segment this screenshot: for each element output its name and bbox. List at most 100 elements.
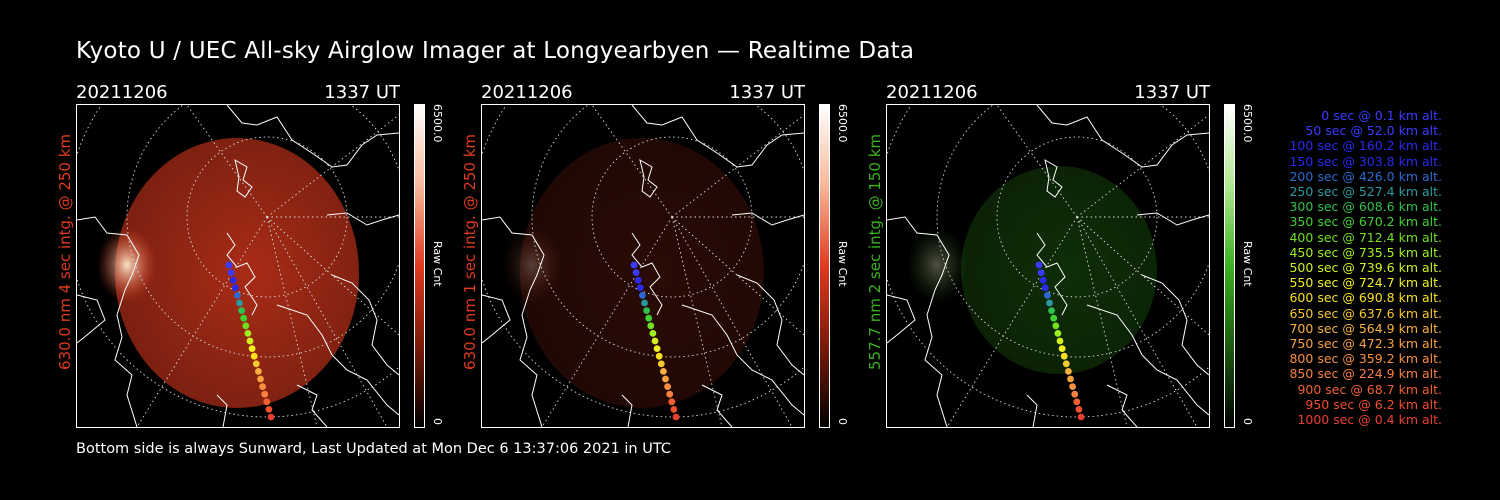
coastline [1136,212,1209,226]
sky-image [520,138,764,408]
trajectory-point [630,261,638,269]
grid-line [541,216,673,427]
legend-entry: 450 sec @ 735.5 km alt. [1289,244,1442,260]
panel-2-cbar-min: 0 [836,418,849,425]
coastline [226,232,258,316]
panel-2-date: 20211206 [481,82,573,103]
trajectory-point [1041,284,1049,292]
trajectory-point [248,345,256,352]
panel-2-time: 1337 UT [729,82,805,103]
coastline [887,216,950,427]
panel-2-colorbar [819,104,830,428]
legend-entry: 50 sec @ 52.0 km alt. [1305,123,1442,139]
panel-1-cbar-label: Raw Cnt [431,241,444,287]
panel-1-cbar-max: 6500.0 [431,104,444,143]
panel-3-cbar-max: 6500.0 [1241,104,1254,143]
coastline [701,384,733,427]
coastline [639,158,658,198]
trajectory-point [1056,337,1064,345]
trajectory-point [234,292,241,299]
trajectory-point [242,322,250,330]
aurora-patch [97,227,157,303]
panel-3-cbar-label: Raw Cnt [1241,241,1254,287]
panel-1-ylabel: 630.0 nm 4 sec intg. @ 250 km [56,133,74,370]
trajectory-point [1054,330,1062,337]
legend-entry: 500 sec @ 739.6 km alt. [1289,260,1442,276]
trajectory-point [666,390,674,398]
aurora-patch [502,227,562,303]
trajectory-point [267,413,275,421]
trajectory-point [643,307,650,314]
coastline [736,274,804,376]
panel-2-ylabel: 630.0 nm 1 sec intg. @ 250 km [461,133,479,370]
trajectory-point [645,314,653,322]
panel-3-time: 1337 UT [1134,82,1210,103]
trajectory-point [664,383,671,390]
panel-2-cbar-max: 6500.0 [836,104,849,143]
trajectory-point [259,383,266,390]
panel-3-colorbar [1224,104,1235,428]
trajectory-point [1044,292,1051,299]
panel-1-image [76,104,400,428]
coastline [77,216,140,427]
trajectory-point [229,276,237,284]
trajectory-point [231,284,239,292]
trajectory-point [1050,314,1058,322]
trajectory-point [227,269,235,276]
grid-line [266,114,399,218]
trajectory-point [265,406,273,413]
legend-entry: 100 sec @ 160.2 km alt. [1289,138,1442,154]
trajectory-point [1039,276,1047,284]
trajectory-point [655,352,663,360]
trajectory-point [641,299,648,307]
grid-line [1076,114,1209,218]
trajectory-point [250,352,258,360]
panel-2-image [481,104,805,428]
legend-entry: 350 sec @ 670.2 km alt. [1289,214,1442,230]
coastline [1141,274,1209,376]
coastline [482,216,545,427]
legend-entry: 600 sec @ 690.8 km alt. [1289,290,1442,306]
trajectory-point [653,345,661,352]
trajectory-point [660,368,667,375]
trajectory-point [1037,269,1045,276]
coastline [631,105,804,168]
legend-entry: 850 sec @ 224.9 km alt. [1289,366,1442,382]
trajectory-point [1062,360,1070,368]
trajectory-point [1069,383,1076,390]
coastline [1036,105,1209,168]
panel-2-cbar-label: Raw Cnt [836,241,849,287]
trajectory-point [236,299,243,307]
coastline [1086,304,1209,416]
trajectory-point [634,276,642,284]
trajectory-point [252,360,260,368]
coastline [681,304,804,416]
sky-image [961,166,1157,374]
trajectory-point [244,330,252,337]
trajectory-point [1048,307,1055,314]
grid-line [946,216,1078,427]
coastline [326,212,399,226]
legend-entry: 900 sec @ 68.7 km alt. [1297,381,1442,397]
page-title: Kyoto U / UEC All-sky Airglow Imager at … [76,38,915,64]
trajectory-point [636,284,644,292]
coastline [731,212,804,226]
coastline [234,158,253,198]
trajectory-point [255,368,262,375]
legend-entry: 400 sec @ 712.4 km alt. [1289,229,1442,245]
grid-circle [186,136,348,298]
coastline [1044,158,1063,198]
trajectory-point [263,398,271,406]
coastline [276,304,399,416]
grid-line [591,105,673,218]
coastline [1026,394,1038,427]
trajectory-point [238,307,246,314]
trajectory-point [657,360,665,368]
coastline [216,394,228,427]
coastline [296,384,328,427]
trajectory-legend: 0 sec @ 0.1 km alt. 50 sec @ 52.0 km alt.… [1262,108,1442,427]
trajectory-point [670,406,678,413]
trajectory-point [1035,261,1043,269]
legend-entry: 700 sec @ 564.9 km alt. [1289,320,1442,336]
trajectory-point [1060,352,1068,360]
